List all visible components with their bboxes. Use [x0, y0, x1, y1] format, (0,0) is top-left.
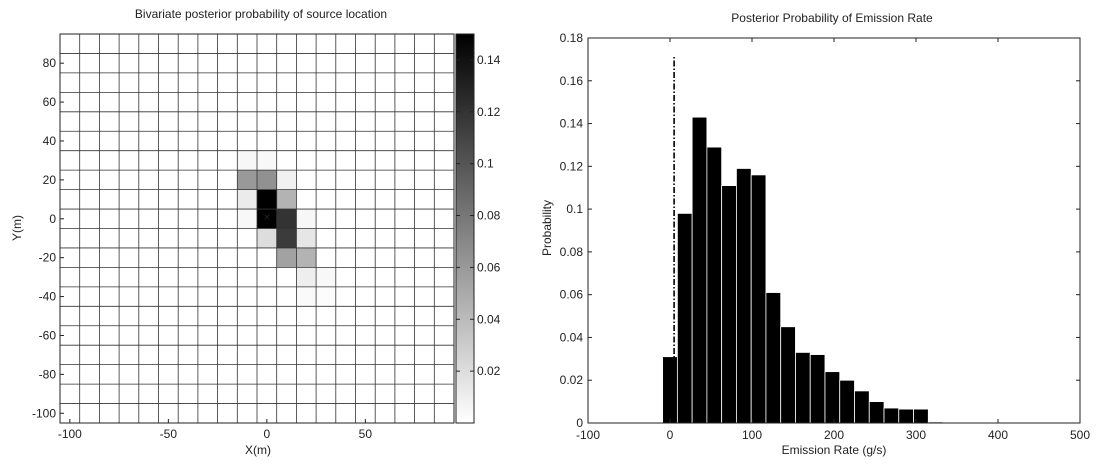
colorbar-ticks: 0.02 0.04 0.06 0.08 0.1 0.12 0.14 [456, 53, 501, 378]
heatmap-x-tick-label: -50 [160, 427, 178, 441]
heatmap-cell [276, 228, 297, 248]
bar [839, 379, 855, 424]
heatmap-y-ticks: -100 -80 -60 -40 -20 0 20 40 60 80 [32, 56, 64, 420]
colorbar-tick-label: 0.06 [477, 260, 501, 274]
heatmap-title: Bivariate posterior probability of sourc… [135, 7, 387, 21]
heatmap-cell [257, 170, 277, 190]
heatmap-plot-frame [59, 33, 455, 424]
bar-chart-title: Posterior Probability of Emission Rate [731, 11, 933, 25]
heatmap-cell [237, 170, 257, 190]
bar-y-axis-label: Probability [540, 200, 554, 256]
heatmap-cell [276, 170, 297, 190]
bar [854, 390, 870, 424]
heatmap-cell [257, 150, 277, 171]
source-marker-cross: × [263, 210, 270, 224]
colorbar-tick-label: 0.02 [477, 364, 501, 378]
heatmap-y-axis-label: Y(m) [10, 215, 24, 241]
colorbar [455, 33, 475, 424]
bar-x-tick-label: 100 [742, 428, 762, 442]
bar [676, 212, 693, 424]
bar-y-ticks: 0 0.02 0.04 0.06 0.08 0.1 0.12 0.14 0.16 0.18 [560, 31, 1080, 430]
bar [809, 354, 826, 424]
heatmap-x-tick-label: 0 [264, 427, 271, 441]
bar-y-tick-label: 0.08 [560, 245, 584, 259]
bar-y-tick-label: 0.04 [560, 330, 584, 344]
bar [898, 408, 914, 424]
heatmap-cell [316, 286, 336, 307]
heatmap-cell [296, 267, 317, 287]
heatmap-cell [237, 209, 257, 229]
bar-y-tick-label: 0.06 [560, 288, 584, 302]
heatmap-y-tick-label: -80 [39, 367, 57, 381]
bar-x-axis-label: Emission Rate (g/s) [782, 443, 887, 457]
heatmap-grid [60, 34, 454, 423]
heatmap-y-tick-label: 20 [43, 173, 57, 187]
bar-y-tick-label: 0.14 [560, 117, 584, 131]
source-marker: × [263, 210, 270, 224]
bar [691, 116, 708, 424]
heatmap-y-tick-label: -60 [39, 328, 57, 342]
heatmap-chart: Bivariate posterior probability of sourc… [10, 7, 501, 457]
bar [721, 185, 737, 424]
colorbar-tick-label: 0.14 [477, 53, 501, 67]
heatmap-y-tick-label: -100 [32, 406, 56, 420]
bar-y-tick-label: 0.02 [560, 373, 584, 387]
heatmap-cell [276, 209, 297, 229]
bar [868, 401, 885, 424]
bar-x-tick-label: 500 [1070, 428, 1090, 442]
colorbar-tick-label: 0.1 [477, 157, 494, 171]
bar-y-tick-label: 0.1 [566, 202, 583, 216]
heatmap-x-tick-label: -100 [58, 427, 82, 441]
bar [706, 146, 723, 424]
heatmap-y-tick-label: 80 [43, 56, 57, 70]
bar [795, 352, 811, 424]
heatmap-cell [296, 228, 317, 248]
bar-chart: Posterior Probability of Emission Rate -… [540, 11, 1090, 457]
heatmap-x-axis-label: X(m) [245, 443, 271, 457]
bar [662, 356, 678, 424]
heatmap-x-ticks: -100 -50 0 50 [58, 419, 373, 441]
heatmap-y-tick-label: 60 [43, 95, 57, 109]
bar-y-tick-label: 0.16 [560, 74, 584, 88]
bar-y-tick-label: 0.18 [560, 31, 584, 45]
heatmap-y-tick-label: -40 [39, 290, 57, 304]
heatmap-cell [257, 189, 277, 210]
bar-series [662, 116, 944, 424]
heatmap-cell [296, 286, 317, 307]
colorbar-tick-label: 0.12 [477, 105, 501, 119]
heatmap-cell [257, 228, 277, 248]
heatmap-y-tick-label: 0 [49, 212, 56, 226]
heatmap-cell [316, 267, 336, 287]
colorbar-tick-label: 0.04 [477, 312, 501, 326]
heatmap-cell [237, 189, 257, 210]
bar-x-tick-label: 0 [667, 428, 674, 442]
heatmap-cell [296, 209, 317, 229]
bar-x-tick-label: 300 [906, 428, 926, 442]
heatmap-cell [276, 247, 297, 268]
bar [765, 292, 782, 424]
bar [736, 168, 752, 424]
bar-y-tick-label: 0.12 [560, 159, 584, 173]
heatmap-y-tick-label: -20 [39, 251, 57, 265]
heatmap-cell [237, 150, 257, 171]
heatmap-cells [237, 150, 336, 307]
bar-x-ticks: -100 0 100 200 300 400 500 [576, 38, 1090, 442]
bar-x-tick-label: -100 [576, 428, 600, 442]
heatmap-cell [276, 189, 297, 210]
bar-plot-frame [587, 37, 1081, 424]
bar [883, 407, 900, 424]
colorbar-tick-label: 0.08 [477, 209, 501, 223]
bar [750, 174, 767, 424]
bar-x-tick-label: 400 [988, 428, 1008, 442]
bar [780, 326, 796, 424]
bar-y-tick-label: 0 [576, 416, 583, 430]
heatmap-cell [296, 247, 317, 268]
heatmap-cell [257, 209, 277, 229]
heatmap-x-tick-label: 50 [359, 427, 373, 441]
bar-x-tick-label: 200 [824, 428, 844, 442]
heatmap-y-tick-label: 40 [43, 134, 57, 148]
bar [824, 371, 841, 424]
